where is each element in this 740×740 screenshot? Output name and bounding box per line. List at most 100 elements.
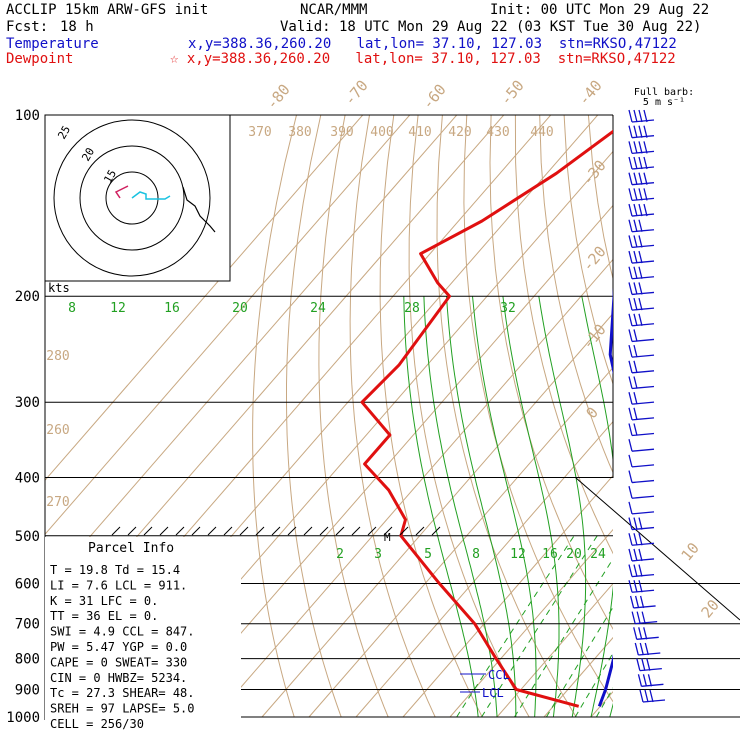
parcel-info-row: TT = 36 EL = 0. — [50, 609, 158, 623]
dry-adiabat-line — [349, 115, 436, 718]
wind-barb — [628, 235, 655, 249]
parcel-info-title: Parcel Info — [88, 541, 174, 556]
pressure-tick-label: 900 — [15, 682, 40, 698]
wind-barb — [628, 344, 655, 358]
forecast-hour: 18 h — [60, 19, 94, 35]
moist-adiabat-label: 32 — [500, 301, 516, 316]
isotherm-line — [45, 115, 411, 536]
moist-adiabat-label: 8 — [68, 301, 76, 316]
isotherm-line — [543, 636, 613, 718]
wind-barb — [628, 219, 655, 233]
shear-tick — [399, 526, 409, 536]
wind-barb — [628, 454, 655, 468]
shear-tick — [271, 526, 281, 536]
isotherm-line — [685, 115, 740, 717]
dry-adiabat-line — [563, 115, 613, 386]
isotherm-line — [214, 258, 613, 718]
theta-label: 390 — [330, 125, 353, 140]
parcel-info-row: T = 19.8 Td = 15.4 — [50, 563, 180, 577]
wind-barb — [628, 172, 655, 186]
wind-barb — [628, 109, 655, 123]
parcel-info-row: SREH = 97 LAPSE= 5.0 — [50, 702, 195, 716]
mixing-ratio-label: 2 — [336, 547, 344, 562]
theta-label: 370 — [248, 125, 271, 140]
parcel-info-row: CIN = 0 HWBZ= 5234. — [50, 671, 187, 685]
shear-tick — [303, 526, 313, 536]
pressure-tick-label: 200 — [15, 289, 40, 305]
hodograph-ring-label: 25 — [55, 124, 73, 142]
parcel-info-row: Tc = 27.3 SHEAR= 48. — [50, 686, 195, 700]
shear-tick — [415, 526, 425, 536]
mixing-ratio-line — [456, 535, 575, 718]
forecast-label: Fcst: — [6, 19, 49, 35]
wind-barb — [628, 564, 655, 578]
wind-barb — [637, 674, 664, 687]
isotherm-line — [402, 474, 613, 718]
hodograph-trace-black — [182, 186, 216, 233]
wind-barb — [628, 360, 655, 374]
isotherm-line — [449, 528, 613, 718]
theta-label: 430 — [486, 125, 509, 140]
theta-label: 420 — [448, 125, 471, 140]
dewpoint-label: Dewpoint — [6, 51, 74, 67]
isotherm-line — [732, 115, 740, 717]
dry-adiabat-line — [463, 115, 613, 703]
isotherm-line — [355, 420, 613, 718]
parcel-info-box — [45, 537, 241, 720]
dry-adiabat-line — [710, 115, 740, 717]
moist-adiabat-label: 28 — [404, 301, 420, 316]
isotherm-line — [308, 366, 613, 718]
wind-barb — [631, 611, 658, 625]
mixing-ratio-line — [481, 535, 598, 718]
wind-barb — [628, 470, 655, 484]
wind-barb — [628, 486, 655, 499]
mixing-ratio-label: 8 — [472, 547, 480, 562]
mixing-ratio-line — [595, 687, 613, 718]
parcel-info-row: CELL = 256/30 — [50, 717, 144, 731]
parcel-info-row: SWI = 4.9 CCL = 847. — [50, 625, 195, 639]
init-time: Init: 00 UTC Mon 29 Aug 22 — [490, 2, 710, 18]
theta-label: 440 — [530, 125, 553, 140]
hodograph-ring-label: 15 — [101, 168, 119, 186]
ccl-label: CCL — [488, 668, 510, 682]
barb-legend-units: 5 m s⁻¹ — [643, 97, 685, 108]
shear-tick — [127, 526, 137, 536]
wind-barb — [628, 141, 655, 154]
wind-barb — [634, 642, 661, 656]
shear-tick — [351, 526, 361, 536]
shear-tick — [111, 526, 121, 536]
isotherm-label: -40 — [575, 77, 606, 109]
dry-adiabat-line — [436, 115, 577, 718]
shear-tick — [175, 526, 185, 536]
m-level-marker: M — [384, 531, 391, 544]
shear-tick — [287, 526, 297, 536]
mixing-ratio-label: 24 — [590, 547, 606, 562]
moist-adiabat-line — [403, 296, 479, 718]
shear-tick — [255, 526, 265, 536]
shear-tick — [159, 526, 169, 536]
hodograph-frame — [44, 114, 231, 282]
shear-tick — [223, 526, 233, 536]
isotherm-label: -20 — [579, 243, 610, 275]
mixing-ratio-label: 16 — [542, 547, 558, 562]
hodograph-ring — [53, 119, 211, 277]
dewpoint-station-info: ☆ x,y=388.36,260.20 lat,lon= 37.10, 127.… — [170, 51, 676, 67]
temperature-profile — [597, 287, 613, 707]
parcel-info-row: K = 31 LFC = 0. — [50, 594, 158, 608]
isotherm-line — [45, 115, 364, 481]
isotherm-label: 0 — [582, 404, 602, 422]
pressure-tick-label: 800 — [15, 652, 40, 668]
wind-barb — [628, 297, 655, 311]
hodograph-ring-label: 20 — [79, 146, 97, 164]
barb-legend-title: Full barb: — [634, 87, 694, 98]
wind-barb — [636, 658, 662, 672]
dry-adiabat-line — [661, 115, 740, 717]
hodograph-trace-cyan — [131, 191, 171, 200]
wind-barb — [628, 439, 655, 452]
dewpoint-profile — [360, 129, 613, 708]
wind-barb — [628, 501, 655, 515]
moist-adiabat-line — [423, 296, 498, 718]
dry-adiabat-line — [539, 115, 613, 474]
isotherm-line — [261, 312, 613, 718]
